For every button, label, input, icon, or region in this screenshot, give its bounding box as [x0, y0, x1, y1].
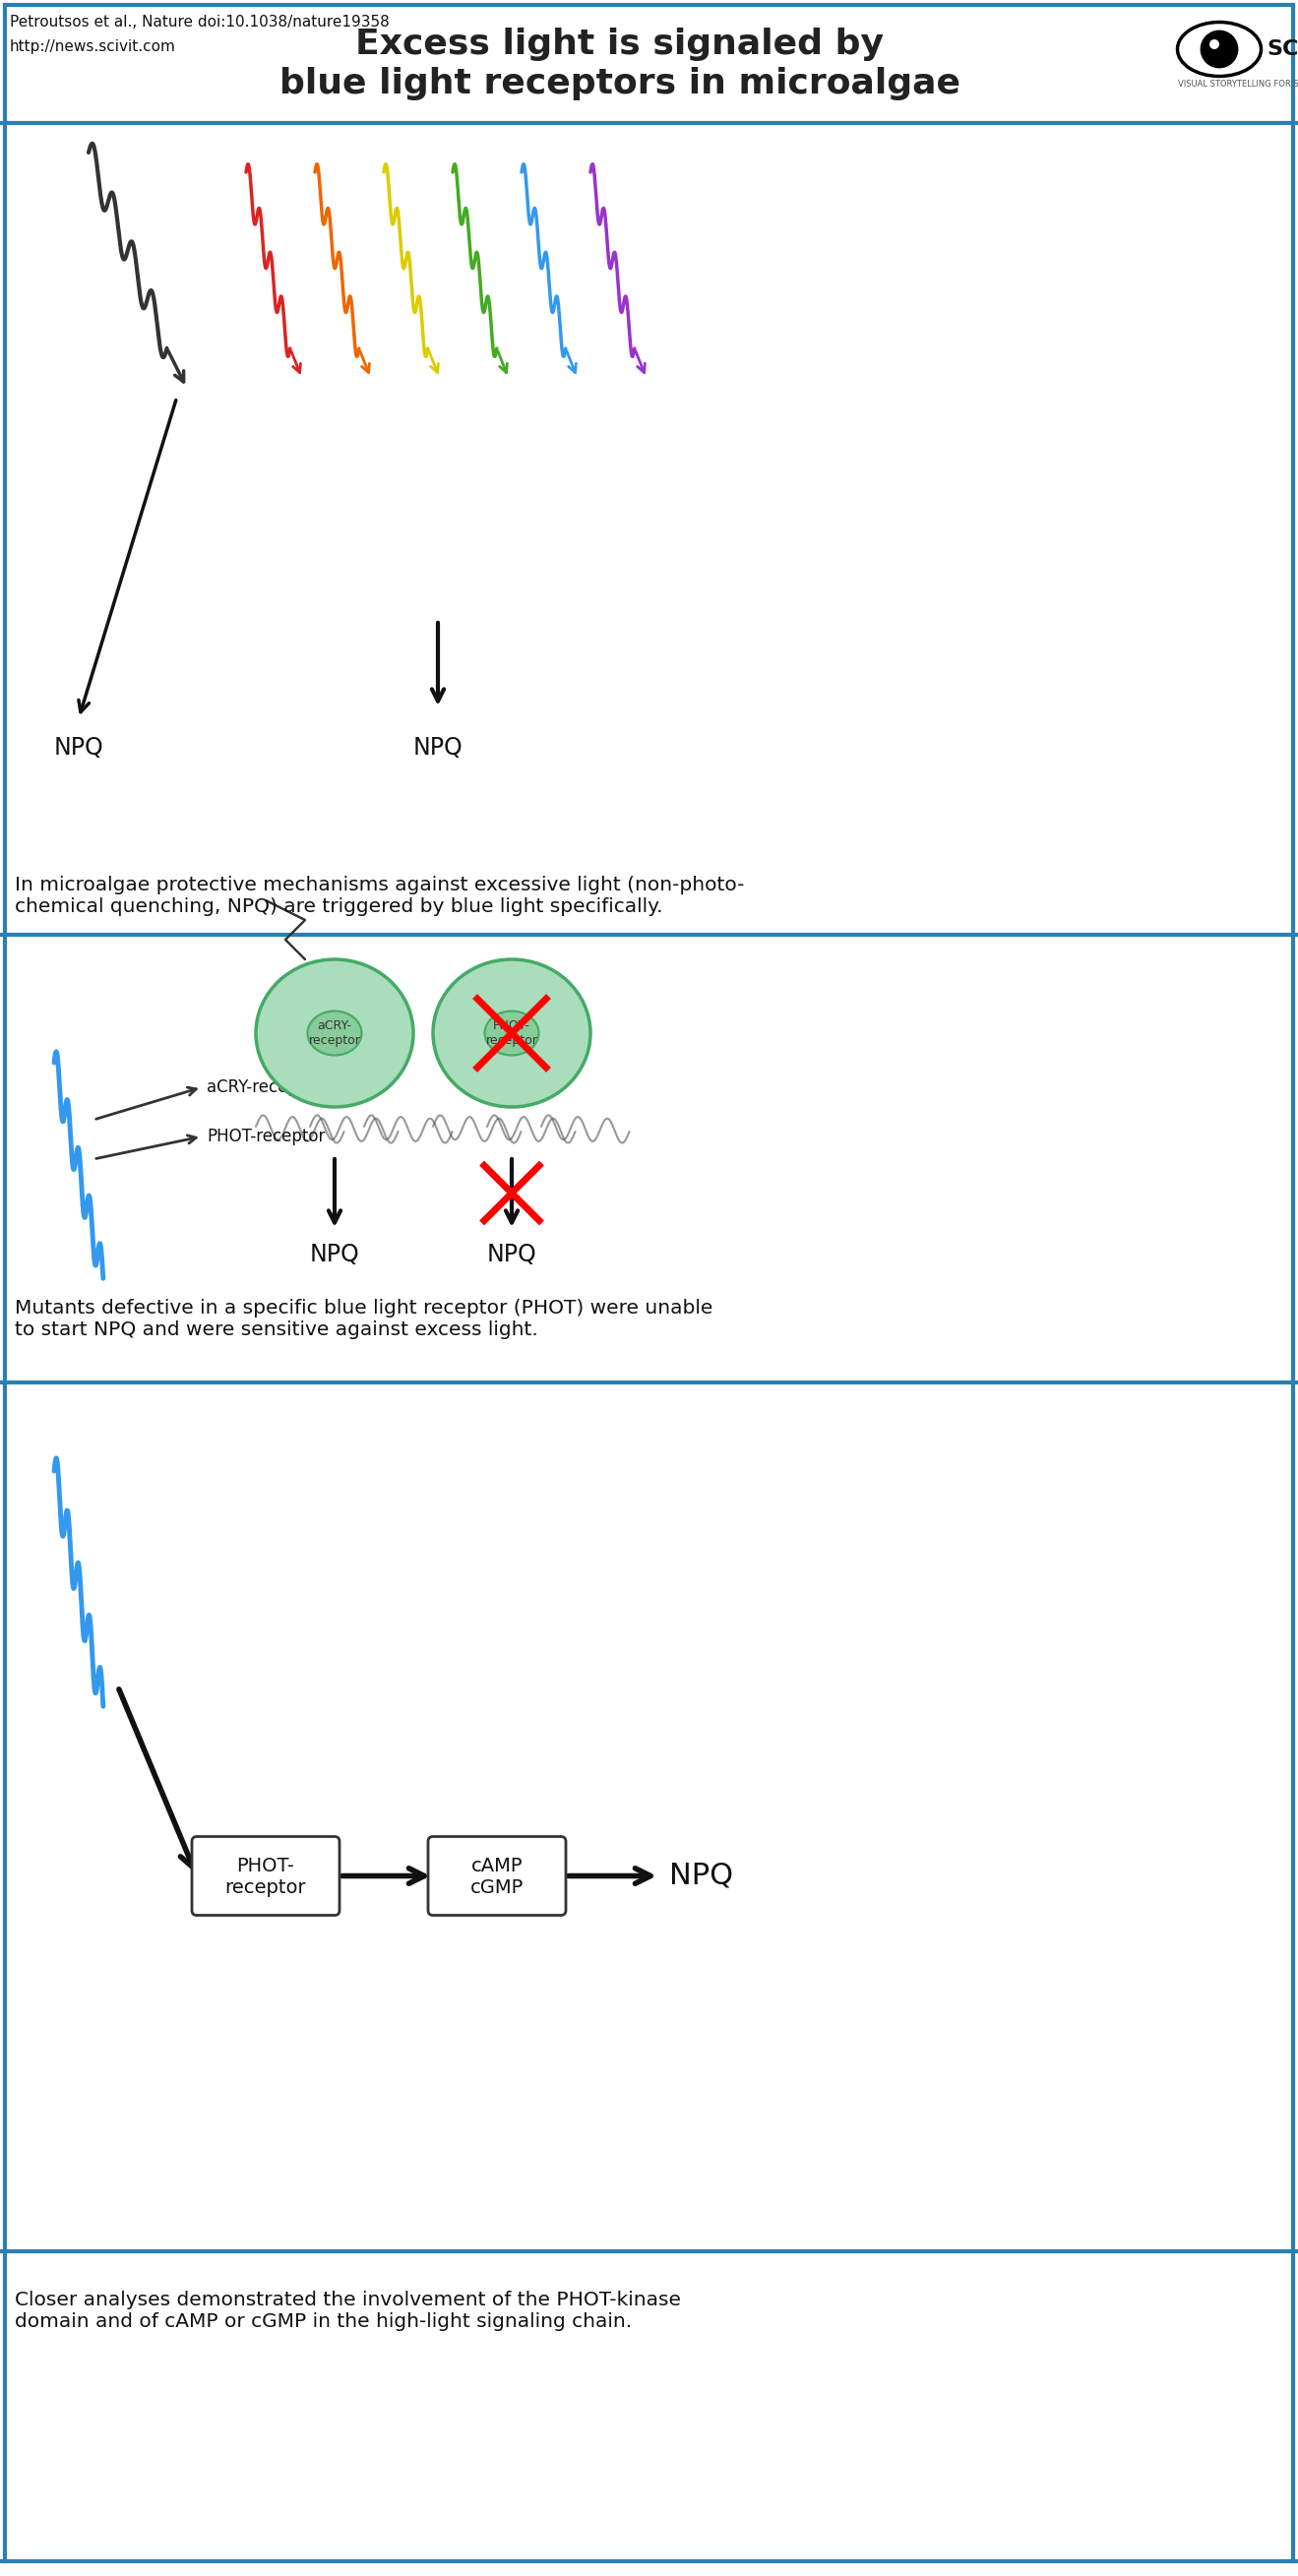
Ellipse shape — [1177, 23, 1262, 77]
Text: PHOT-: PHOT- — [236, 1857, 295, 1875]
Ellipse shape — [434, 958, 591, 1108]
Ellipse shape — [308, 1010, 362, 1056]
Text: Closer analyses demonstrated the involvement of the PHOT-kinase
domain and of cA: Closer analyses demonstrated the involve… — [14, 2290, 681, 2331]
FancyBboxPatch shape — [192, 1837, 340, 1917]
Text: In microalgae protective mechanisms against excessive light (non-photo-
chemical: In microalgae protective mechanisms agai… — [14, 876, 744, 917]
Text: Mutants defective in a specific blue light receptor (PHOT) were unable
to start : Mutants defective in a specific blue lig… — [14, 1298, 713, 1340]
Ellipse shape — [484, 1010, 539, 1056]
Text: NPQ: NPQ — [413, 737, 463, 760]
Text: http://news.scivit.com: http://news.scivit.com — [10, 39, 177, 54]
Text: NPQ: NPQ — [670, 1862, 733, 1891]
Text: aCRY-: aCRY- — [317, 1020, 352, 1030]
Text: cGMP: cGMP — [470, 1878, 523, 1896]
Text: Excess light is signaled by
blue light receptors in microalgae: Excess light is signaled by blue light r… — [279, 28, 961, 100]
Text: PHOT-: PHOT- — [493, 1020, 531, 1030]
Circle shape — [1210, 39, 1219, 49]
Text: SCIVIT: SCIVIT — [1267, 39, 1298, 59]
Text: VISUAL STORYTELLING FOR SCIENCE: VISUAL STORYTELLING FOR SCIENCE — [1179, 80, 1298, 88]
Text: NPQ: NPQ — [53, 737, 104, 760]
Text: receptor: receptor — [225, 1878, 306, 1896]
FancyBboxPatch shape — [428, 1837, 566, 1917]
Text: NPQ: NPQ — [310, 1242, 360, 1267]
Ellipse shape — [256, 958, 413, 1108]
Text: cAMP: cAMP — [471, 1857, 523, 1875]
Circle shape — [1202, 31, 1237, 67]
Text: NPQ: NPQ — [487, 1242, 536, 1267]
Text: PHOT-receptor: PHOT-receptor — [206, 1128, 324, 1146]
Text: receptor: receptor — [309, 1036, 361, 1048]
Text: receptor: receptor — [485, 1036, 537, 1048]
Text: Petroutsos et al., Nature doi:10.1038/nature19358: Petroutsos et al., Nature doi:10.1038/na… — [10, 15, 389, 28]
Text: aCRY-receptor: aCRY-receptor — [206, 1079, 321, 1097]
